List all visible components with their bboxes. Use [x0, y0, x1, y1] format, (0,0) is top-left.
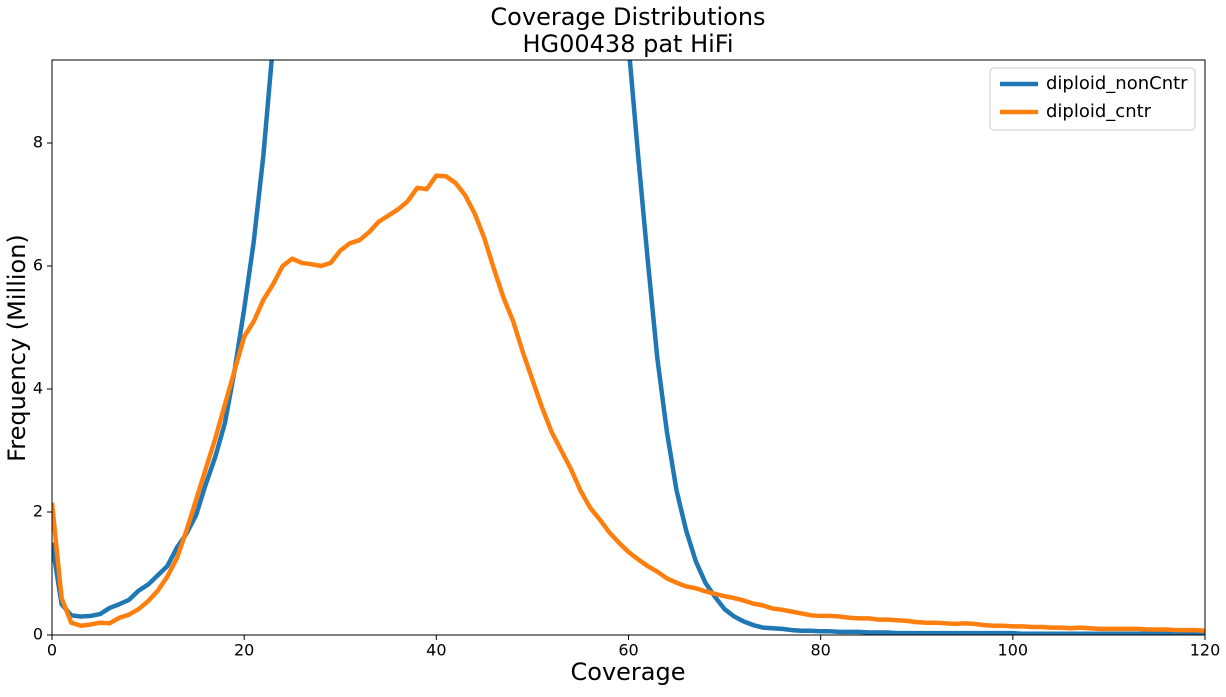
plot-frame [51, 59, 1206, 636]
legend-box [989, 67, 1196, 131]
x-tick-label: 100 [998, 641, 1029, 660]
x-tick-label: 120 [1190, 641, 1221, 660]
x-tick-label: 0 [47, 641, 57, 660]
plot-area [52, 60, 1205, 635]
y-tick-label: 2 [33, 502, 43, 521]
chart-subtitle: HG00438 pat HiFi [522, 30, 733, 58]
chart-title: Coverage Distributions [490, 3, 765, 31]
y-tick-label: 6 [33, 256, 43, 275]
legend-label: diploid_cntr [1046, 101, 1152, 122]
legend-label: diploid_nonCntr [1046, 73, 1188, 94]
series-line [52, 173, 1205, 633]
y-tick-label: 4 [33, 379, 43, 398]
y-tick-label: 8 [33, 133, 43, 152]
y-tick-label: 0 [33, 625, 43, 644]
x-tick-label: 40 [426, 641, 446, 660]
x-axis-label: Coverage [571, 658, 686, 686]
x-tick-label: 20 [234, 641, 254, 660]
y-axis-label: Frequency (Million) [3, 234, 31, 462]
x-tick-label: 60 [618, 641, 638, 660]
series-line [52, 60, 1205, 635]
x-tick-label: 80 [810, 641, 830, 660]
